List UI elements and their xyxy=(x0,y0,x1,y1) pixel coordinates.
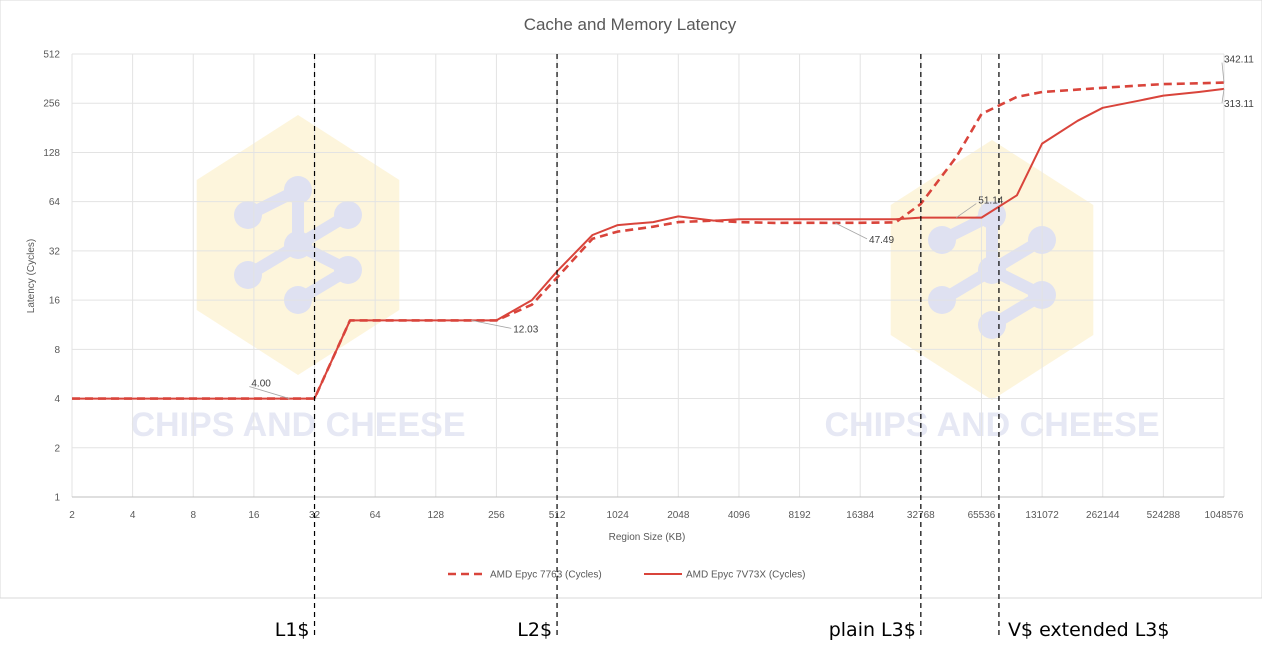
x-tick-label: 128 xyxy=(427,510,444,521)
y-tick-label: 256 xyxy=(43,99,60,110)
y-tick-label: 1 xyxy=(54,493,60,504)
data-labels: 4.00 12.03 47.49 51.14 342.11 313.11 xyxy=(249,55,1254,399)
data-label-leader xyxy=(1221,62,1225,83)
x-axis-label: Region Size (KB) xyxy=(609,532,686,543)
data-label-leader xyxy=(249,386,290,399)
watermark-node xyxy=(284,176,312,204)
y-tick-label: 128 xyxy=(43,148,60,159)
x-tick-label: 64 xyxy=(370,510,382,521)
x-tick-label: 2 xyxy=(69,510,75,521)
boundary-label: L2$ xyxy=(517,619,552,641)
watermark-text: CHIPS AND CHEESE xyxy=(824,406,1159,444)
legend: AMD Epyc 7763 (Cycles) AMD Epyc 7V73X (Cy… xyxy=(448,570,805,581)
y-tick-labels: 1 2 4 8 16 32 64 128 256 512 xyxy=(43,50,60,504)
watermark-node xyxy=(234,201,262,229)
watermark-node xyxy=(928,226,956,254)
y-tick-label: 512 xyxy=(43,50,60,61)
y-tick-label: 8 xyxy=(54,345,60,356)
data-label: 47.49 xyxy=(869,235,894,246)
y-tick-label: 16 xyxy=(49,296,61,307)
boundary-label: plain L3$ xyxy=(829,619,916,641)
x-tick-label: 8 xyxy=(190,510,196,521)
legend-entry: AMD Epyc 7V73X (Cycles) xyxy=(686,570,805,581)
watermark-node xyxy=(284,231,312,259)
x-tick-label: 16 xyxy=(248,510,260,521)
data-label: 12.03 xyxy=(513,324,538,335)
cache-boundaries: L1$ L2$ plain L3$ V$ extended L3$ xyxy=(275,54,1170,641)
y-axis-label: Latency (Cycles) xyxy=(26,239,37,313)
watermark-node xyxy=(334,201,362,229)
y-tick-label: 64 xyxy=(49,197,61,208)
x-tick-label: 2048 xyxy=(667,510,690,521)
data-label: 313.11 xyxy=(1224,99,1254,110)
data-label: 4.00 xyxy=(251,379,271,390)
y-tick-label: 32 xyxy=(49,246,61,257)
series-line-1 xyxy=(72,87,1225,400)
watermark-node xyxy=(978,256,1006,284)
data-label: 342.11 xyxy=(1224,55,1254,66)
boundary-label: V$ extended L3$ xyxy=(1008,619,1170,641)
legend-entry: AMD Epyc 7763 (Cycles) xyxy=(490,570,602,581)
x-tick-label: 256 xyxy=(488,510,505,521)
watermark-node xyxy=(334,256,362,284)
data-label-leader xyxy=(1221,88,1225,103)
data-label: 51.14 xyxy=(978,196,1003,207)
watermark-node xyxy=(978,311,1006,339)
chart-title: Cache and Memory Latency xyxy=(524,15,737,34)
data-label-leader xyxy=(471,319,512,329)
x-tick-label: 65536 xyxy=(968,510,996,521)
data-label-leader xyxy=(834,222,868,240)
series-lines xyxy=(72,81,1225,400)
x-tick-label: 4096 xyxy=(728,510,751,521)
x-tick-label: 16384 xyxy=(846,510,874,521)
x-tick-label: 131072 xyxy=(1025,510,1059,521)
watermark-group: CHIPS AND CHEESE CHIPS AND CHEESE xyxy=(130,115,1160,444)
x-tick-label: 1024 xyxy=(607,510,630,521)
x-tick-label: 1048576 xyxy=(1205,510,1244,521)
y-tick-label: 4 xyxy=(54,394,60,405)
watermark-node xyxy=(234,261,262,289)
watermark-text: CHIPS AND CHEESE xyxy=(130,406,465,444)
x-tick-label: 4 xyxy=(130,510,136,521)
x-tick-label: 524288 xyxy=(1147,510,1181,521)
x-tick-label: 8192 xyxy=(788,510,811,521)
boundary-label: L1$ xyxy=(275,619,310,641)
x-tick-label: 262144 xyxy=(1086,510,1120,521)
y-tick-label: 2 xyxy=(54,443,60,454)
data-label-leader xyxy=(956,203,977,218)
